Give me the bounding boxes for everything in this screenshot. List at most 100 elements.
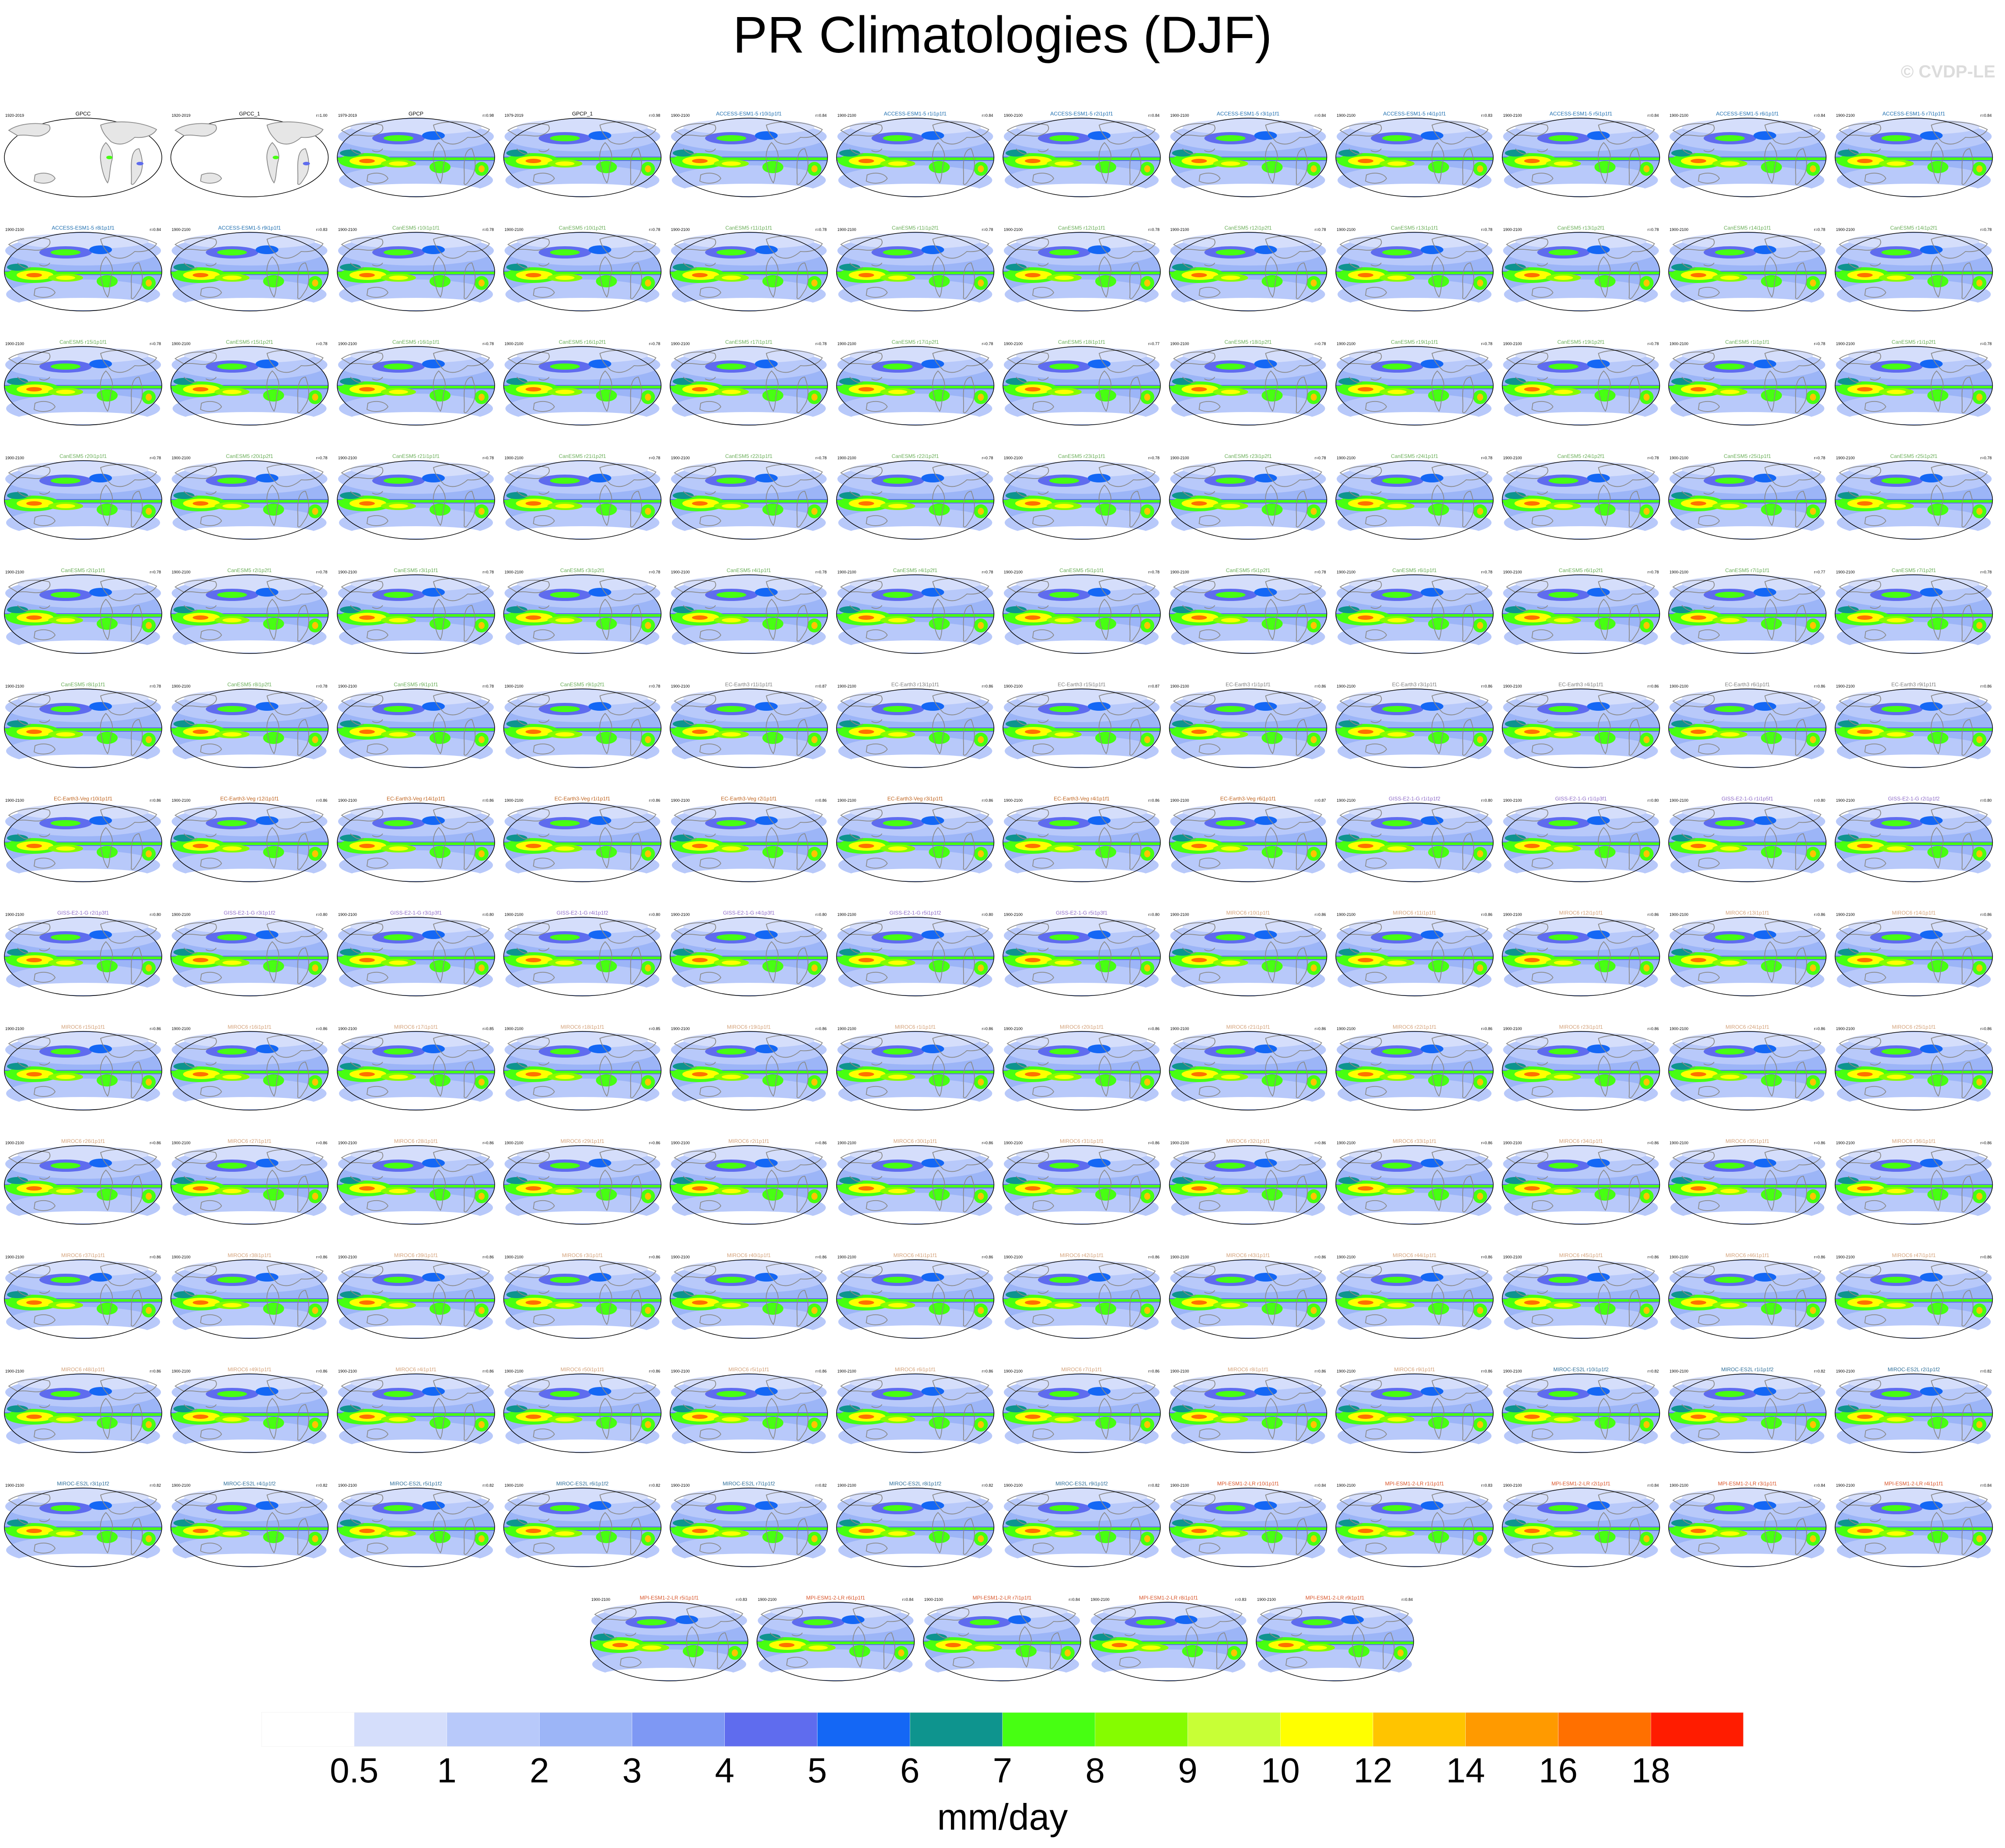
map-outline	[1169, 346, 1327, 426]
precip-map	[1002, 118, 1161, 197]
panel-period: 1900-2100	[1170, 570, 1189, 574]
panel-period: 1900-2100	[1503, 798, 1522, 803]
precip-map	[1502, 1259, 1660, 1339]
panel-pattern-correlation: r=0.78	[150, 456, 161, 460]
map-panel: CanESM5 r8i1p2f1 1900-2100 r=0.78	[170, 681, 329, 768]
map-outline	[1502, 1373, 1660, 1453]
map-outline	[836, 1031, 995, 1111]
panel-title: MIROC6 r21i1p1f1	[1226, 1024, 1270, 1030]
panel-pattern-correlation: r=0.86	[1981, 1141, 1992, 1145]
map-outline	[1335, 803, 1494, 882]
map-outline	[670, 917, 828, 996]
panel-title: CanESM5 r1i1p1f1	[1725, 339, 1770, 345]
panel-period: 1900-2100	[671, 798, 690, 803]
precip-map	[1335, 1259, 1494, 1339]
panel-title: MIROC6 r28i1p1f1	[394, 1138, 438, 1144]
panel-period: 1900-2100	[1836, 1027, 1855, 1031]
precip-map	[836, 1259, 995, 1339]
map-outline	[1335, 118, 1494, 197]
map-panel: MIROC6 r2i1p1f1 1900-2100 r=0.86	[670, 1138, 828, 1225]
panel-pattern-correlation: r=0.86	[1148, 1027, 1160, 1031]
map-outline	[170, 1259, 329, 1339]
map-outline	[170, 917, 329, 996]
panel-period: 1900-2100	[505, 798, 524, 803]
map-panel: EC-Earth3 r15i1p1f1 1900-2100 r=0.87	[1002, 681, 1161, 768]
panel-pattern-correlation: r=0.84	[902, 1597, 914, 1602]
map-outline	[1002, 232, 1161, 311]
precip-map	[1668, 460, 1827, 540]
map-panel: MIROC6 r16i1p1f1 1900-2100 r=0.86	[170, 1024, 329, 1111]
panel-title: ACCESS-ESM1-5 r2i1p1f1	[1050, 111, 1113, 117]
map-panel: MIROC6 r46i1p1f1 1900-2100 r=0.86	[1668, 1252, 1827, 1339]
precip-map	[170, 917, 329, 996]
map-panel: CanESM5 r23i1p1f1 1900-2100 r=0.78	[1002, 453, 1161, 540]
precip-map	[836, 1031, 995, 1111]
panel-title: EC-Earth3 r9i1p1f1	[1891, 681, 1936, 688]
map-panel: CanESM5 r7i1p2f1 1900-2100 r=0.78	[1834, 567, 1993, 654]
map-panel: MIROC6 r33i1p1f1 1900-2100 r=0.86	[1335, 1138, 1494, 1225]
map-outline	[1002, 460, 1161, 540]
colorbar-tick-label: 2	[530, 1751, 549, 1790]
precip-map	[1002, 232, 1161, 311]
map-outline	[1502, 346, 1660, 426]
panel-pattern-correlation: r=0.86	[150, 1369, 161, 1373]
colorbar-tick-label: 5	[807, 1751, 827, 1790]
precip-map	[503, 1259, 662, 1339]
panel-period: 1920-2019	[172, 113, 191, 118]
map-panel: MIROC6 r23i1p1f1 1900-2100 r=0.86	[1502, 1024, 1660, 1111]
panel-period: 1900-2100	[1170, 113, 1189, 118]
panel-period: 1900-2100	[671, 342, 690, 346]
panel-period: 1900-2100	[1337, 342, 1355, 346]
map-panel: MIROC6 r50i1p1f1 1900-2100 r=0.86	[503, 1366, 662, 1453]
precip-map	[170, 1259, 329, 1339]
map-panel: GISS-E2-1-G r1i1p5f1 1900-2100 r=0.80	[1668, 796, 1827, 882]
panel-pattern-correlation: r=0.86	[1315, 1141, 1326, 1145]
panel-pattern-correlation: r=0.86	[1481, 912, 1492, 917]
precip-map	[170, 232, 329, 311]
map-outline	[1002, 1031, 1161, 1111]
precip-map	[337, 118, 495, 197]
panel-period: 1900-2100	[1170, 1027, 1189, 1031]
map-outline	[1169, 118, 1327, 197]
map-panel: MIROC-ES2L r2i1p1f2 1900-2100 r=0.82	[1834, 1366, 1993, 1453]
map-panel: CanESM5 r2i1p1f1 1900-2100 r=0.78	[4, 567, 162, 654]
panel-period: 1900-2100	[505, 456, 524, 460]
map-panel: MPI-ESM1-2-LR r10i1p1f1 1900-2100 r=0.84	[1169, 1481, 1327, 1567]
map-panel: GPCC 1920-2019	[4, 111, 162, 197]
panel-pattern-correlation: r=0.78	[1981, 570, 1992, 574]
map-outline	[1668, 574, 1827, 654]
panel-title: EC-Earth3 r3i1p1f1	[1392, 681, 1437, 688]
precip-map	[1169, 460, 1327, 540]
map-panel: GISS-E2-1-G r2i1p3f1 1900-2100 r=0.80	[4, 910, 162, 996]
precip-map	[1335, 917, 1494, 996]
panel-pattern-correlation: r=0.78	[1648, 227, 1659, 232]
precip-map	[836, 803, 995, 882]
map-outline	[503, 1373, 662, 1453]
panel-period: 1900-2100	[1337, 1141, 1355, 1145]
panel-title: CanESM5 r25i1p1f1	[1724, 453, 1771, 459]
map-panel: MIROC6 r21i1p1f1 1900-2100 r=0.86	[1169, 1024, 1327, 1111]
panel-pattern-correlation: r=0.77	[1148, 342, 1160, 346]
panel-title: CanESM5 r17i1p1f1	[725, 339, 772, 345]
panel-pattern-correlation: r=0.86	[1648, 1141, 1659, 1145]
map-panel: MIROC6 r20i1p1f1 1900-2100 r=0.86	[1002, 1024, 1161, 1111]
panel-period: 1900-2100	[1836, 1255, 1855, 1259]
map-outline	[1502, 1145, 1660, 1225]
panel-title: CanESM5 r13i1p1f1	[1391, 225, 1438, 231]
panel-pattern-correlation: r=0.86	[316, 798, 328, 803]
precip-map	[836, 917, 995, 996]
panel-pattern-correlation: r=0.86	[1148, 1255, 1160, 1259]
panel-pattern-correlation: r=0.86	[649, 1255, 660, 1259]
panel-pattern-correlation: r=0.98	[649, 113, 660, 118]
precip-map	[670, 574, 828, 654]
panel-pattern-correlation: r=0.82	[1981, 1369, 1992, 1373]
map-panel: CanESM5 r25i1p1f1 1900-2100 r=0.78	[1668, 453, 1827, 540]
map-outline	[4, 574, 162, 654]
precip-map	[4, 1145, 162, 1225]
panel-period: 1900-2100	[5, 342, 24, 346]
panel-pattern-correlation: r=0.86	[1814, 684, 1825, 688]
colorbar-tick-label: 0.5	[330, 1751, 378, 1790]
map-outline	[670, 1145, 828, 1225]
map-outline	[1002, 1373, 1161, 1453]
panel-title: MIROC6 r9i1p1f1	[1394, 1366, 1435, 1373]
